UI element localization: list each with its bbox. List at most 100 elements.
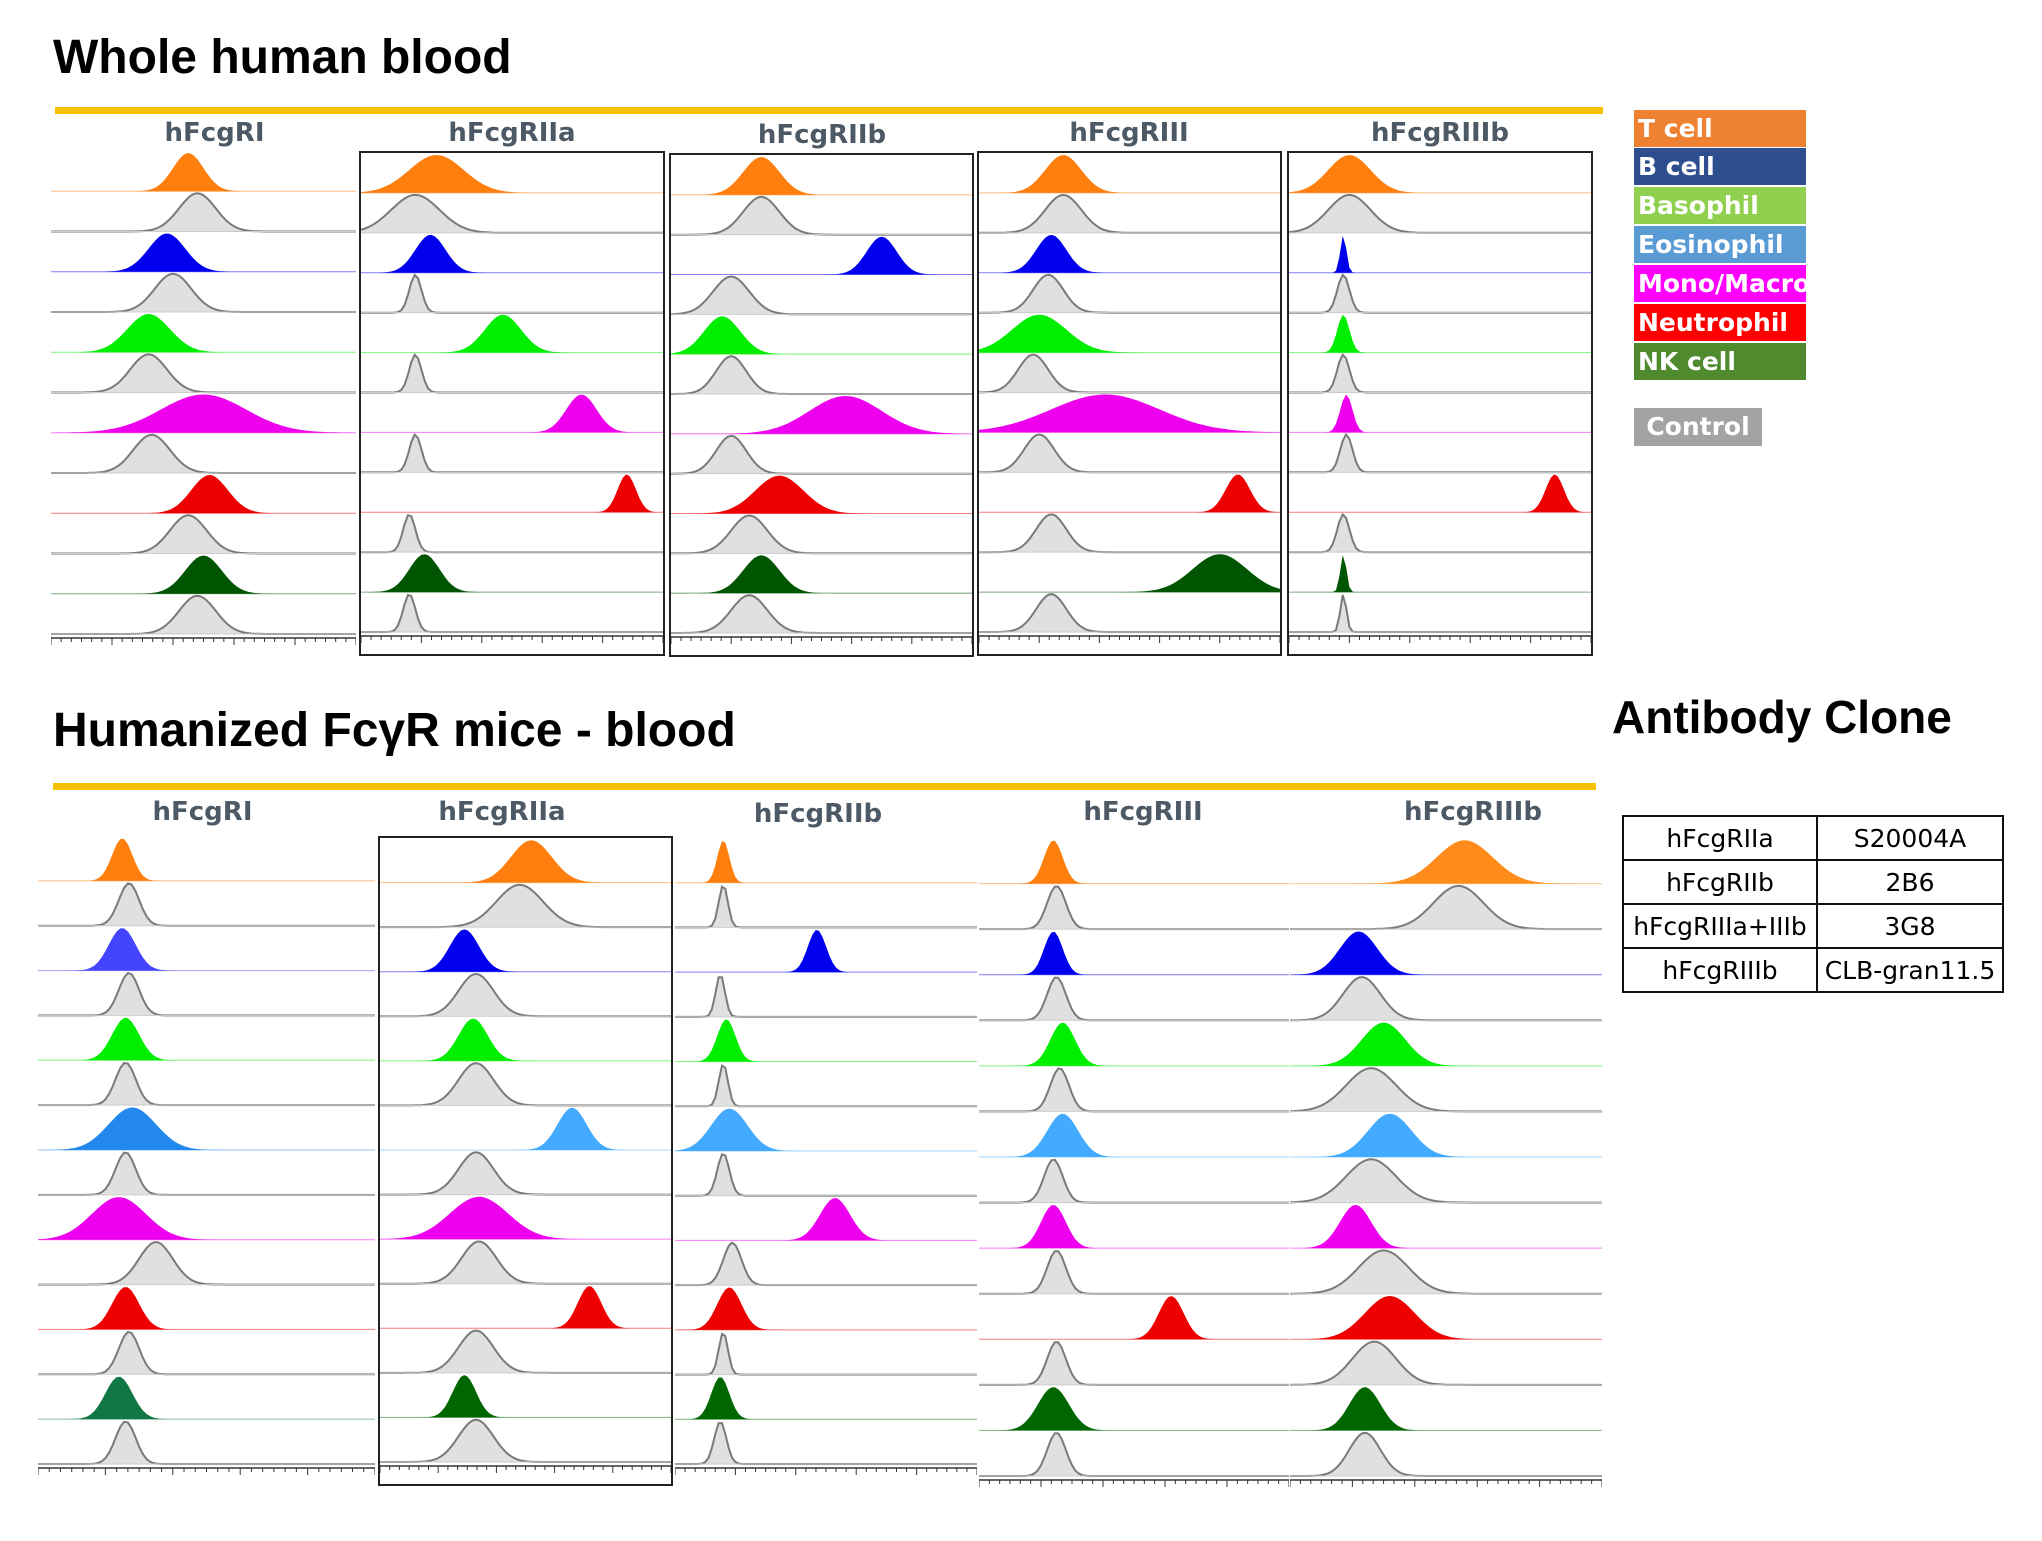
sample-histogram xyxy=(1290,1296,1602,1340)
sample-histogram xyxy=(675,1108,977,1151)
sample-histogram xyxy=(671,157,972,195)
control-outline xyxy=(38,1330,375,1376)
section-title-mice: Humanized FcγR mice - blood xyxy=(53,704,736,757)
sample-histogram xyxy=(1289,474,1591,513)
sample-histogram xyxy=(361,234,663,273)
control-histogram xyxy=(979,886,1289,930)
control-histogram xyxy=(671,515,972,554)
control-histogram xyxy=(979,1251,1289,1294)
histogram-svg xyxy=(979,155,1280,643)
table-cell: S20004A xyxy=(1816,815,2004,861)
table-cell: hFcgRIIIb xyxy=(1622,947,1818,993)
histogram-panel-mice-hfcgri xyxy=(38,836,375,1486)
histogram-svg xyxy=(979,840,1289,1487)
sample-histogram xyxy=(979,314,1280,353)
panel-title-mice-5: hFcgRIIIb xyxy=(1404,797,1542,827)
table-cell: 2B6 xyxy=(1816,859,2004,905)
sample-histogram xyxy=(380,1375,671,1418)
sample-histogram xyxy=(675,1198,977,1241)
control-histogram xyxy=(380,1330,671,1373)
control-histogram xyxy=(51,354,356,393)
control-outline xyxy=(380,972,671,1018)
sample-histogram xyxy=(675,1287,977,1330)
sample-histogram xyxy=(51,233,356,272)
sample-histogram xyxy=(380,929,671,972)
clone-table: hFcgRIIa S20004A hFcgRIIb 2B6 hFcgRIIIa+… xyxy=(1622,815,2004,993)
control-histogram xyxy=(1290,1432,1602,1476)
control-histogram xyxy=(1290,1250,1602,1294)
control-histogram xyxy=(380,1063,671,1106)
legend-item-b-cell: B cell xyxy=(1634,148,1806,185)
table-cell: 3G8 xyxy=(1816,903,2004,949)
control-outline xyxy=(979,1158,1289,1204)
sample-histogram xyxy=(979,1022,1289,1066)
sample-histogram xyxy=(51,153,356,192)
control-histogram xyxy=(38,973,375,1016)
table-row: hFcgRIIa S20004A xyxy=(1622,815,2004,861)
control-histogram xyxy=(1290,977,1602,1021)
sample-histogram xyxy=(675,1377,977,1420)
control-outline xyxy=(380,1062,671,1107)
control-histogram xyxy=(671,276,972,315)
control-histogram xyxy=(38,1152,375,1195)
control-outline xyxy=(979,1341,1289,1386)
control-histogram xyxy=(51,595,356,634)
control-histogram xyxy=(1289,194,1591,233)
histogram-svg xyxy=(671,157,972,644)
section-rule-human xyxy=(55,107,1603,114)
sample-histogram xyxy=(38,928,375,971)
table-row: hFcgRIIb 2B6 xyxy=(1622,859,2004,905)
control-histogram xyxy=(361,434,663,473)
sample-histogram xyxy=(979,1205,1289,1249)
control-histogram xyxy=(671,595,972,633)
control-histogram xyxy=(1290,885,1602,930)
sample-histogram xyxy=(38,1017,375,1061)
table-cell: hFcgRIIa xyxy=(1622,815,1818,861)
sample-histogram xyxy=(979,474,1280,513)
control-histogram xyxy=(38,883,375,926)
control-histogram xyxy=(979,194,1280,233)
control-outline xyxy=(51,353,356,394)
sample-histogram xyxy=(979,394,1280,433)
control-outline xyxy=(38,971,375,1017)
panel-title-mice-3: hFcgRIIb xyxy=(753,799,883,829)
histogram-panel-human-hfcgriib xyxy=(669,153,974,657)
sample-histogram xyxy=(38,1197,375,1240)
clone-table-title: Antibody Clone xyxy=(1612,691,1952,743)
table-cell: hFcgRIIIa+IIIb xyxy=(1622,903,1818,949)
legend-item-nk-cell: NK cell xyxy=(1634,343,1806,380)
histogram-svg xyxy=(38,839,375,1475)
control-histogram xyxy=(675,977,977,1017)
control-histogram xyxy=(1289,514,1591,553)
control-histogram xyxy=(38,1331,375,1375)
panel-title-mice-4: hFcgRIII xyxy=(1083,797,1203,827)
sample-histogram xyxy=(1289,555,1591,593)
sample-histogram xyxy=(671,316,972,355)
section-rule-mice xyxy=(53,783,1596,790)
histogram-svg xyxy=(380,840,671,1473)
sample-histogram xyxy=(1289,155,1591,193)
control-outline xyxy=(38,1241,375,1286)
legend-item-basophil: Basophil xyxy=(1634,187,1806,224)
histogram-panel-human-hfcgriia xyxy=(359,151,665,656)
legend-item-t-cell: T cell xyxy=(1634,110,1806,147)
control-outline xyxy=(380,1240,671,1285)
sample-histogram xyxy=(51,394,356,433)
control-histogram xyxy=(1290,1068,1602,1112)
panel-title-human-1: hFcgRI xyxy=(164,118,265,148)
control-outline xyxy=(38,1151,375,1196)
control-histogram xyxy=(51,193,356,232)
control-outline xyxy=(1290,1249,1602,1295)
control-histogram xyxy=(675,1242,977,1286)
sample-histogram xyxy=(979,155,1280,193)
sample-histogram xyxy=(51,475,356,514)
legend-item-mono-macro: Mono/Macro xyxy=(1634,265,1806,302)
control-outline xyxy=(380,1418,671,1463)
control-histogram xyxy=(1290,1159,1602,1203)
sample-histogram xyxy=(380,1018,671,1061)
control-histogram xyxy=(380,974,671,1017)
control-histogram xyxy=(979,1342,1289,1385)
sample-histogram xyxy=(1290,1387,1602,1431)
control-histogram xyxy=(979,977,1289,1021)
legend-item-control: Control xyxy=(1634,408,1762,446)
